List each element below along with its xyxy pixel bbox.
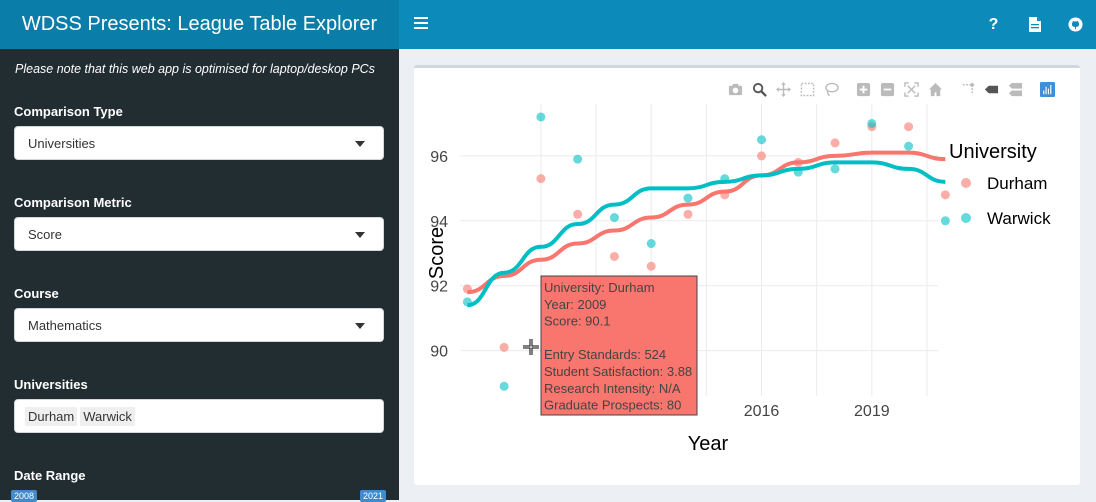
date-range-max-tag[interactable]: 2021 [360, 490, 387, 502]
optimisation-note: Please note that this web app is optimis… [15, 62, 375, 76]
spike-lines-icon[interactable] [958, 80, 976, 98]
zoom-in-icon[interactable] [854, 80, 872, 98]
plot-modebar [726, 80, 1056, 98]
box-select-icon[interactable] [798, 80, 816, 98]
universities-multiselect[interactable]: Durham Warwick [14, 399, 384, 433]
sidebar-toggle-icon[interactable] [414, 14, 428, 34]
comparison-metric-select[interactable]: Score [14, 217, 384, 251]
app-title: WDSS Presents: League Table Explorer [0, 0, 399, 49]
chevron-down-icon [355, 323, 365, 329]
university-chip-durham[interactable]: Durham [25, 407, 78, 426]
file-icon[interactable] [1014, 0, 1055, 49]
course-select[interactable]: Mathematics [14, 308, 384, 342]
zoom-out-icon[interactable] [878, 80, 896, 98]
course-label: Course [14, 286, 59, 301]
zoom-icon[interactable] [750, 80, 768, 98]
pan-icon[interactable] [774, 80, 792, 98]
date-range-label: Date Range [14, 468, 86, 483]
course-value: Mathematics [28, 317, 102, 333]
university-chip-warwick[interactable]: Warwick [80, 407, 135, 426]
comparison-type-value: Universities [28, 135, 96, 151]
plotly-logo-icon[interactable] [1038, 80, 1056, 98]
sidebar: Please note that this web app is optimis… [0, 49, 399, 502]
chevron-down-icon [355, 232, 365, 238]
comparison-type-select[interactable]: Universities [14, 126, 384, 160]
chevron-down-icon [355, 141, 365, 147]
hover-compare-icon[interactable] [1006, 80, 1024, 98]
autoscale-icon[interactable] [902, 80, 920, 98]
universities-label: Universities [14, 377, 88, 392]
comparison-metric-label: Comparison Metric [14, 195, 132, 210]
plot-box [414, 65, 1080, 485]
reset-axes-icon[interactable] [926, 80, 944, 98]
top-navbar: ? [399, 0, 1096, 49]
camera-icon[interactable] [726, 80, 744, 98]
lasso-icon[interactable] [822, 80, 840, 98]
date-range-min-tag[interactable]: 2008 [11, 490, 38, 502]
comparison-metric-value: Score [28, 226, 62, 242]
github-icon[interactable] [1055, 0, 1096, 49]
hover-closest-icon[interactable] [982, 80, 1000, 98]
comparison-type-label: Comparison Type [14, 104, 123, 119]
question-icon[interactable]: ? [988, 15, 999, 33]
